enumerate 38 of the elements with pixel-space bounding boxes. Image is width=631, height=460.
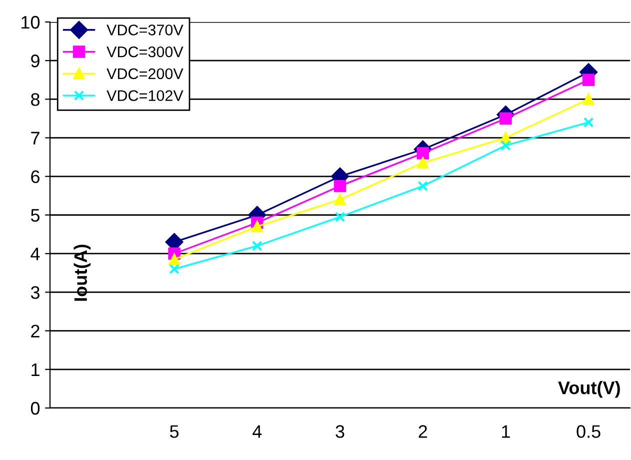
y-tick-label: 2 — [31, 324, 40, 338]
point — [500, 140, 511, 151]
point — [169, 264, 180, 274]
x-tick-label: 5 — [170, 425, 179, 438]
point — [583, 117, 594, 128]
x-tick-label: 4 — [252, 425, 262, 438]
y-tick-label: 9 — [31, 54, 40, 68]
point — [334, 194, 346, 206]
point — [582, 94, 594, 105]
legend-label: VDC=300V — [106, 46, 184, 58]
y-tick-label: 3 — [30, 286, 40, 299]
point — [500, 112, 512, 125]
legend-label: VDC=102V — [106, 90, 184, 102]
point — [252, 240, 262, 252]
y-tick-label: 1 — [32, 364, 40, 376]
point — [252, 220, 263, 232]
point — [418, 180, 428, 192]
y-tick-label: 10 — [22, 16, 40, 29]
x-tick-label: 1 — [502, 425, 510, 438]
y-tick-label: 8 — [31, 93, 40, 106]
x-tick-label: 2 — [418, 425, 427, 438]
y-tick-label: 0 — [30, 402, 40, 415]
y-tick-label: 7 — [31, 132, 40, 144]
point — [334, 180, 346, 192]
point — [582, 74, 595, 86]
point — [416, 147, 429, 160]
point — [417, 157, 428, 169]
legend-label: VDC=370V — [106, 24, 184, 36]
y-axis-title: Iout(A) — [74, 244, 91, 301]
legend-label: VDC=200V — [106, 68, 184, 80]
y-tick-label: 6 — [31, 170, 40, 184]
x-axis-title: Vout(V) — [558, 380, 620, 398]
x-tick-label: 3 — [336, 425, 344, 438]
y-tick-label: 4 — [30, 248, 40, 260]
y-tick-label: 5 — [30, 209, 40, 222]
point — [334, 212, 346, 222]
x-tick-label: 0.5 — [576, 425, 600, 438]
point — [168, 254, 180, 266]
